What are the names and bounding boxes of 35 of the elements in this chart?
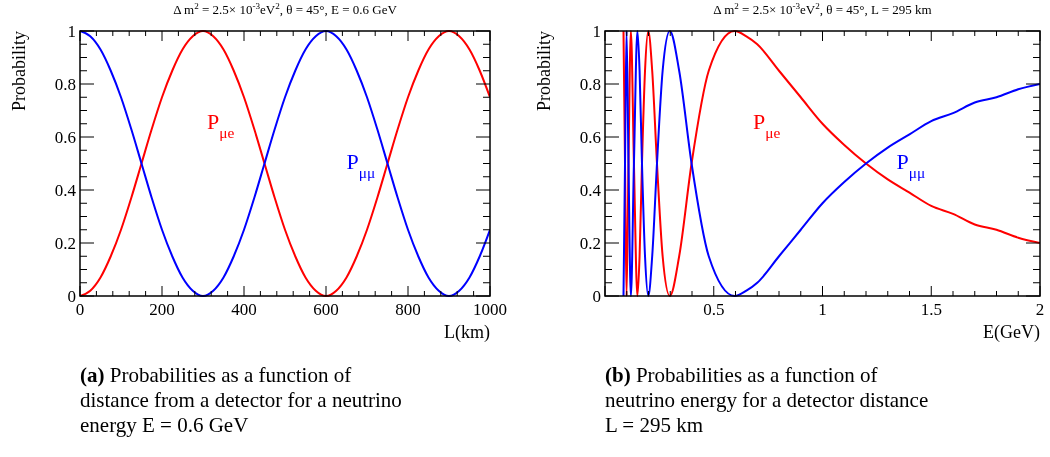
x-axis-title: E(GeV) [983, 322, 1040, 343]
y-tick-label: 0.2 [579, 234, 601, 253]
x-tick-label: 1 [818, 300, 827, 319]
x-tick-label: 2 [1035, 300, 1045, 319]
y-tick-label: 1 [592, 22, 601, 41]
series-label: P$_{μe}$ [752, 109, 781, 141]
x-tick-label: 800 [395, 300, 421, 319]
x-tick-label: 1000 [473, 300, 507, 319]
line-series [622, 30, 1040, 297]
text: (b) Probabilities as a function of neutrino energy for a detector distance L = 295 km [605, 363, 929, 437]
y-axis-title: Probability [534, 31, 554, 111]
x-tick-label: 600 [313, 300, 339, 319]
x-tick-label: 1.5 [920, 300, 942, 319]
y-tick-label: 0.8 [54, 75, 76, 94]
y-axis-title: Probability [9, 31, 29, 111]
y-tick-label: 0.6 [579, 128, 601, 147]
line-series [80, 30, 490, 297]
chart-title: Δ m$^{2}$ = 2.5× 10$^{-3}$eV$^{2}$, θ = 45°, E = 0.6 GeV [173, 1, 398, 17]
series-label: P$_{μμ}$ [896, 148, 926, 181]
series-label: P$_{μe}$ [207, 109, 235, 141]
series-label: P$_{μμ}$ [346, 148, 376, 181]
chart-title: Δ m$^{2}$ = 2.5× 10$^{-3}$eV$^{2}$, θ = 45°, L = 295 km [713, 1, 932, 17]
y-tick-label: 0 [592, 287, 601, 306]
x-tick-label: 200 [149, 300, 175, 319]
x-axis-title: L(km) [444, 322, 491, 343]
x-tick-label: 0.5 [703, 300, 725, 319]
y-tick-label: 0.2 [54, 234, 76, 253]
y-tick-label: 0.4 [54, 181, 77, 200]
text: (a) Probabilities as a function of distance from a detector for a neutrino energy E = 0.6 GeV [80, 363, 402, 437]
y-tick-label: 0.8 [579, 75, 601, 94]
y-tick-label: 0.4 [579, 181, 602, 200]
x-tick-label: 400 [231, 300, 257, 319]
y-tick-label: 0.6 [54, 128, 76, 147]
y-tick-label: 0 [67, 287, 76, 306]
y-tick-label: 1 [67, 22, 76, 41]
